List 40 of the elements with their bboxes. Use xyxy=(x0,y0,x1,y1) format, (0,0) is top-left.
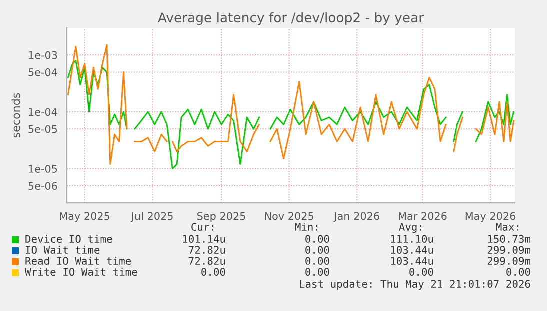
x-tick-label: Nov 2025 xyxy=(265,212,314,220)
text: 150.73m xyxy=(488,235,531,244)
text: 299.09m xyxy=(488,257,531,266)
chart-title: Average latency for /dev/loop2 - by year xyxy=(158,12,424,26)
text: 0.00 xyxy=(306,268,330,276)
text: 0.00 xyxy=(202,268,226,276)
text: 0.00 xyxy=(306,235,330,244)
text: Max: xyxy=(496,223,518,232)
text: Min: xyxy=(295,222,318,231)
text: 0.00 xyxy=(410,268,434,276)
text: 299.09m xyxy=(488,246,531,254)
x-tick-label: May 2025 xyxy=(60,212,110,222)
text: 103.44u xyxy=(391,257,434,266)
y-tick-label: 1e-04 xyxy=(29,108,58,116)
text: 72.82u xyxy=(189,246,226,254)
x-tick-label: Jan 2026 xyxy=(334,212,380,222)
text: Cur: xyxy=(192,223,214,232)
legend-label: Read IO Wait time xyxy=(26,256,131,266)
legend-label: IO Wait time xyxy=(26,246,100,254)
y-tick-label: 1e-05 xyxy=(29,165,58,173)
text: 111.10u xyxy=(391,235,434,244)
text: 0.00 xyxy=(506,268,530,276)
legend-label: Device IO time xyxy=(26,234,112,244)
x-tick-label: Jul 2025 xyxy=(130,212,173,222)
text: 101.14u xyxy=(183,235,226,244)
x-tick-label: May 2026 xyxy=(466,212,516,222)
x-tick-label: Mar 2026 xyxy=(399,212,447,220)
y-axis-title: seconds xyxy=(12,93,20,138)
text: Avg: xyxy=(399,223,422,234)
legend-label: Write IO Wait time xyxy=(25,268,138,276)
y-tick-label: 5e-04 xyxy=(28,68,58,76)
x-tick-label: Sep 2025 xyxy=(197,212,246,222)
y-tick-label: 1e-03 xyxy=(29,51,58,60)
text: 103.44u xyxy=(391,246,434,254)
text: Last update: Thu May 21 21:01:07 2026 xyxy=(300,280,530,290)
text: 72.82u xyxy=(189,257,226,266)
text: 0.00 xyxy=(306,246,330,254)
text: 0.00 xyxy=(306,257,330,266)
y-tick-label: 5e-06 xyxy=(28,182,58,190)
y-tick-label: 5e-05 xyxy=(28,125,58,134)
